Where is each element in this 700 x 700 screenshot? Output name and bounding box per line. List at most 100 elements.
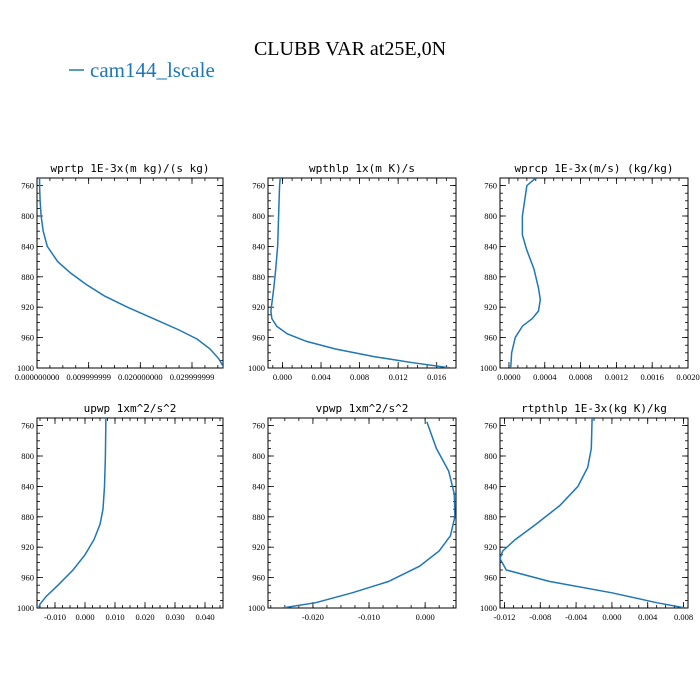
panel-5: vpwp 1xm^2/s^2 760 800 840 880 920 960 1000 -0.0… <box>248 402 457 622</box>
x-tick-label: 0.0012 <box>605 372 628 382</box>
y-tick-label: 800 <box>484 211 497 221</box>
panel-1: wprtp 1E-3x(m kg)/(s kg) 760 800 840 880 920 9… <box>15 162 224 382</box>
y-tick-label: 880 <box>484 272 497 282</box>
x-tick-label: 0.004 <box>638 612 658 622</box>
y-tick-label: 800 <box>252 451 265 461</box>
y-tick-label: 840 <box>21 481 34 491</box>
y-tick-label: 920 <box>484 542 497 552</box>
x-tick-label: 0.0004 <box>533 372 557 382</box>
y-tick-label: 960 <box>484 333 497 343</box>
y-tick-label: 960 <box>252 573 265 583</box>
plot-frame <box>36 417 224 609</box>
panel-title: rtpthlp 1E-3x(kg K)/kg <box>521 402 667 415</box>
panel-title: wpthlp 1x(m K)/s <box>309 162 415 175</box>
y-tick-label: 800 <box>21 211 34 221</box>
x-tick-label: 0.0020 <box>676 372 699 382</box>
x-tick-label: 0.012 <box>389 372 408 382</box>
y-tick-label: 800 <box>21 451 34 461</box>
x-tick-label: 0.010 <box>105 612 124 622</box>
y-tick-label: 920 <box>21 542 34 552</box>
x-tick-label: -0.008 <box>529 612 551 622</box>
x-tick-label: 0.008 <box>350 372 369 382</box>
x-tick-label: 0.000 <box>416 612 435 622</box>
y-tick-label: 880 <box>252 512 265 522</box>
y-tick-label: 840 <box>484 241 497 251</box>
y-tick-label: 800 <box>252 211 265 221</box>
y-tick-label: 920 <box>252 302 265 312</box>
panel-title: wprcp 1E-3x(m/s) (kg/kg) <box>515 162 674 175</box>
y-tick-label: 1000 <box>248 363 265 373</box>
y-tick-label: 1000 <box>248 603 265 613</box>
x-tick-label: 0.029999999 <box>170 372 215 382</box>
y-tick-label: 960 <box>21 573 34 583</box>
panel-6: rtpthlp 1E-3x(kg K)/kg 760 800 840 880 920 960… <box>480 402 693 622</box>
series-line <box>509 178 542 368</box>
y-tick-label: 1000 <box>480 363 497 373</box>
x-tick-label: 0.040 <box>195 612 214 622</box>
y-tick-label: 880 <box>21 272 34 282</box>
plot-frame <box>267 177 457 369</box>
x-tick-label: 0.000000000 <box>15 372 60 382</box>
y-tick-label: 840 <box>21 241 34 251</box>
figure-title: CLUBB VAR at25E,0N <box>254 38 446 60</box>
x-tick-label: 0.004 <box>311 372 331 382</box>
x-tick-label: -0.012 <box>493 612 515 622</box>
y-tick-label: 760 <box>21 421 34 431</box>
y-tick-label: 1000 <box>17 603 34 613</box>
x-tick-label: -0.020 <box>302 612 324 622</box>
y-tick-label: 880 <box>21 512 34 522</box>
series-line <box>281 421 456 608</box>
legend-label: cam144_lscale <box>90 58 215 82</box>
series-line <box>270 178 452 368</box>
x-tick-label: 0.030 <box>165 612 184 622</box>
x-tick-label: -0.004 <box>565 612 588 622</box>
y-tick-label: 920 <box>21 302 34 312</box>
y-tick-label: 920 <box>484 302 497 312</box>
panel-2: wpthlp 1x(m K)/s 760 800 840 880 920 960 1000 0.… <box>248 162 457 382</box>
y-tick-label: 840 <box>484 481 497 491</box>
y-tick-label: 760 <box>252 181 265 191</box>
y-tick-label: 1000 <box>480 603 497 613</box>
x-tick-label: 0.000 <box>75 612 94 622</box>
x-tick-label: -0.010 <box>44 612 66 622</box>
x-tick-label: 0.0000 <box>497 372 520 382</box>
x-tick-label: 0.008 <box>674 612 693 622</box>
y-tick-label: 760 <box>484 181 497 191</box>
y-tick-label: 960 <box>484 573 497 583</box>
x-tick-label: 0.016 <box>427 372 446 382</box>
panel-title: vpwp 1xm^2/s^2 <box>316 402 409 415</box>
y-tick-label: 880 <box>484 512 497 522</box>
y-tick-label: 880 <box>252 272 265 282</box>
y-tick-label: 960 <box>21 333 34 343</box>
y-tick-label: 760 <box>484 421 497 431</box>
x-tick-label: 0.009999999 <box>66 372 111 382</box>
x-tick-label: -0.010 <box>358 612 380 622</box>
panel-title: wprtp 1E-3x(m kg)/(s kg) <box>51 162 210 175</box>
panels: wprtp 1E-3x(m kg)/(s kg) 760 800 840 880 920 9… <box>15 162 700 622</box>
plot-frame <box>499 417 689 609</box>
y-tick-label: 760 <box>252 421 265 431</box>
y-tick-label: 960 <box>252 333 265 343</box>
series-line <box>500 418 686 608</box>
x-tick-label: 0.020 <box>135 612 154 622</box>
panel-3: wprcp 1E-3x(m/s) (kg/kg) 760 800 840 880 920 9… <box>480 162 700 382</box>
series-line <box>38 178 223 368</box>
series-line <box>37 418 107 608</box>
x-tick-label: 0.000 <box>602 612 621 622</box>
panel-title: upwp 1xm^2/s^2 <box>84 402 177 415</box>
y-tick-label: 840 <box>252 481 265 491</box>
y-tick-label: 920 <box>252 542 265 552</box>
x-tick-label: 0.000 <box>273 372 292 382</box>
plot-frame <box>499 177 689 369</box>
plot-frame <box>267 417 457 609</box>
y-tick-label: 840 <box>252 241 265 251</box>
panel-4: upwp 1xm^2/s^2 760 800 840 880 920 960 1000 -0.0… <box>17 402 224 622</box>
y-tick-label: 800 <box>484 451 497 461</box>
y-tick-label: 1000 <box>17 363 34 373</box>
x-tick-label: 0.020000000 <box>118 372 163 382</box>
y-tick-label: 760 <box>21 181 34 191</box>
x-tick-label: 0.0008 <box>569 372 592 382</box>
x-tick-label: 0.0016 <box>641 372 664 382</box>
plot-frame <box>36 177 224 369</box>
